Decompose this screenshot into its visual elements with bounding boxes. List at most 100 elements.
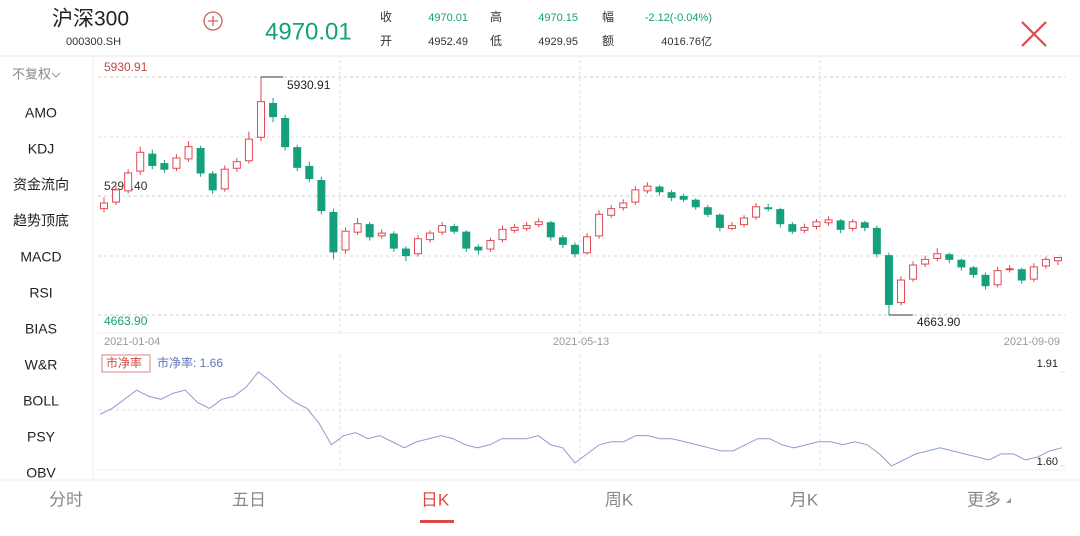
candle-body — [232, 161, 241, 169]
candle-body — [450, 226, 459, 232]
candle-body — [498, 228, 507, 241]
indicator-button[interactable]: 趋势顶底 — [13, 213, 69, 229]
indicator-button[interactable]: 资金流向 — [13, 177, 69, 193]
candle-body — [595, 213, 604, 237]
close-button[interactable] — [1021, 21, 1047, 47]
candle-body — [836, 220, 845, 230]
candle-body — [715, 214, 724, 228]
candle-body — [426, 232, 435, 241]
candle-body — [703, 207, 712, 215]
candle-body — [377, 232, 386, 237]
candle-body — [558, 237, 567, 245]
tab[interactable]: 月K — [790, 490, 819, 509]
candle-body — [884, 255, 893, 305]
adjust-select[interactable]: 不复权 — [12, 66, 51, 81]
y-tick-label: 1.91 — [1037, 358, 1058, 370]
indicator-button[interactable]: BOLL — [23, 393, 59, 409]
quote-value: 4952.49 — [428, 36, 468, 48]
candle-body — [872, 227, 881, 255]
candle-body — [655, 186, 664, 193]
quote-label: 低 — [490, 34, 502, 48]
candle-body — [631, 189, 640, 203]
pb-line — [99, 371, 1063, 467]
x-date-label: 2021-09-09 — [1004, 336, 1060, 348]
candle-body — [112, 189, 121, 203]
candle-body — [860, 222, 869, 228]
candle-body — [136, 151, 145, 172]
candle-body — [788, 224, 797, 232]
candle-body — [401, 248, 410, 257]
candle-body — [341, 230, 350, 251]
indicator-button[interactable]: OBV — [26, 465, 56, 481]
candle-body — [522, 225, 531, 229]
candle-body — [800, 226, 809, 231]
candle-body — [776, 209, 785, 225]
candle-body — [727, 225, 736, 229]
candle-body — [764, 207, 773, 210]
candle-body — [534, 221, 543, 226]
tab[interactable]: 分时 — [49, 490, 83, 509]
candle-body — [570, 244, 579, 255]
candle-body — [679, 195, 688, 200]
candle-body — [462, 231, 471, 249]
candle-body — [957, 259, 966, 268]
indicator-button[interactable]: W&R — [25, 357, 58, 373]
quote-value: -2.12(-0.04%) — [645, 12, 712, 24]
x-date-label: 2021-01-04 — [104, 336, 160, 348]
candle-body — [981, 274, 990, 287]
candle-body — [184, 146, 193, 160]
indicator-button[interactable]: KDJ — [28, 141, 54, 157]
candle-body — [160, 163, 169, 170]
candle-body — [281, 117, 290, 148]
candle-body — [945, 254, 954, 260]
quote-label: 开 — [380, 34, 392, 48]
candle-body — [365, 224, 374, 238]
candle-body — [897, 279, 906, 304]
candle-body — [220, 168, 229, 190]
candle-body — [269, 102, 278, 118]
candle-body — [305, 165, 314, 180]
quote-label: 幅 — [602, 9, 614, 24]
candle-body — [740, 217, 749, 226]
tab[interactable]: 日K — [421, 490, 450, 509]
y-tick-label: 5930.91 — [104, 60, 148, 74]
candle-body — [848, 221, 857, 229]
price: 4970.01 — [265, 18, 352, 45]
candle-body — [1017, 269, 1026, 281]
candle-body — [607, 208, 616, 216]
candle-body — [812, 221, 821, 228]
tab[interactable]: 周K — [605, 490, 634, 509]
candle-body — [1041, 258, 1050, 267]
indicator-button[interactable]: AMO — [25, 105, 57, 121]
candle-body — [208, 173, 217, 191]
indicator-button[interactable]: BIAS — [25, 321, 57, 337]
candle-body — [474, 246, 483, 251]
candle-body — [148, 153, 157, 166]
x-date-label: 2021-05-13 — [553, 336, 609, 348]
candle-body — [353, 223, 362, 233]
candle-body — [438, 225, 447, 233]
candle-body — [643, 185, 652, 192]
candle-body — [1029, 266, 1038, 280]
quote-value: 4970.01 — [428, 12, 468, 24]
high-annotation: 5930.91 — [287, 78, 331, 92]
quote-value: 4970.15 — [538, 12, 578, 24]
candle-body — [619, 202, 628, 209]
candle-body — [1005, 268, 1014, 271]
tab[interactable]: 五日 — [232, 490, 266, 509]
candle-body — [172, 157, 181, 169]
candle-body — [317, 179, 326, 212]
indicator-button[interactable]: RSI — [29, 285, 52, 301]
indicator-button[interactable]: PSY — [27, 429, 56, 445]
candle-body — [909, 264, 918, 280]
candle-body — [969, 267, 978, 275]
legend-indicator: 市净率 — [106, 355, 142, 370]
quote-label: 额 — [602, 34, 614, 48]
indicator-button[interactable]: MACD — [20, 249, 61, 265]
candle-body — [389, 233, 398, 249]
candle-body — [752, 206, 761, 218]
y-tick-label: 4663.90 — [104, 314, 148, 328]
tab[interactable]: 更多 — [967, 490, 1001, 509]
